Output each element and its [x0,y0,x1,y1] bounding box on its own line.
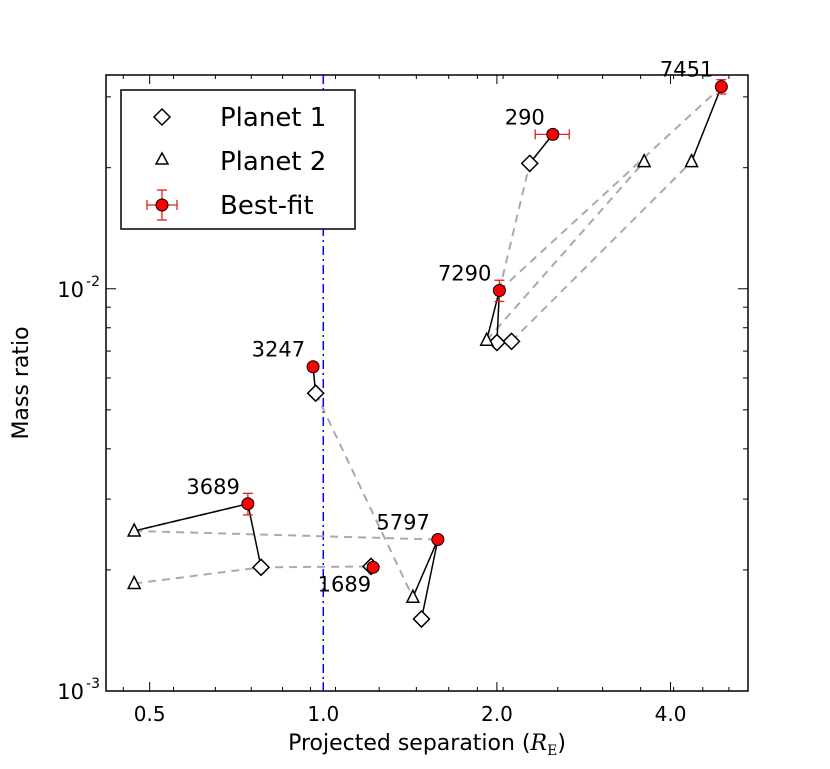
x-tick-label: 1.0 [307,702,339,726]
y-tick-exponent: -2 [86,274,100,290]
legend-diamond-icon [152,107,172,127]
legend-label-bestfit: Best-fit [220,191,314,221]
planet1-diamond-marker [306,384,325,403]
legend: Planet 1 Planet 2 Best-fit [120,89,356,230]
bestfit-point [306,360,320,374]
bestfit-point [366,560,380,574]
bestfit-link [485,290,501,341]
planet2-triangle-marker [684,153,699,168]
planet2-triangle-marker [479,331,494,346]
event-label: 3247 [252,338,305,362]
y-tick-label: 10 [57,278,84,302]
y-tick-exponent: -3 [86,676,100,692]
solid-links [133,86,723,620]
bestfit-link [420,539,439,620]
planet2-triangle-marker [126,522,142,537]
event-label: 3689 [186,475,239,499]
event-label: 290 [505,105,545,129]
x-axis-label: Projected separation (RE) [288,731,566,759]
legend-errorbar-circle-icon [146,189,178,221]
axis-ticks: 0.5 1.0 2.0 4.010-310-2 [57,75,748,726]
planet1-diamond-marker [502,332,521,351]
y-axis-label: Mass ratio [9,326,34,439]
legend-label-planet2: Planet 2 [220,147,326,177]
planet2-triangle-marker [636,153,652,168]
event-label: 7290 [438,262,491,286]
dashed-connector [498,163,531,291]
planet1-diamond-marker [251,558,271,577]
dashed-connector [134,529,438,541]
event-label: 5797 [376,511,429,535]
planet2-triangle-marker [126,574,142,590]
x-tick-label: 4.0 [655,702,687,726]
dashed-connector [314,392,414,598]
legend-label-planet1: Planet 1 [220,103,326,133]
bestfit-link [412,539,439,598]
dashed-connector [485,161,645,341]
bestfit-link [690,86,723,162]
dashed-connector [134,566,262,585]
x-tick-label: 0.5 [134,702,166,726]
bestfit-point [431,533,445,547]
event-label: 7451 [660,58,713,82]
dashed-connector [261,565,372,569]
planet2-triangle-marker [405,588,421,604]
bestfit-link [133,503,249,532]
planet1-diamond-marker [487,333,506,352]
event-label: 1689 [318,572,371,596]
dashed-connector [510,160,693,343]
planet1-diamond-marker [412,609,431,629]
bestfit-point [546,127,560,141]
x-tick-label: 2.0 [481,702,513,726]
planet1-diamond-marker [520,154,539,173]
event-labels: 7451 290 7290 3247 3689 1689 5797 [186,58,713,597]
legend-triangle-icon [154,151,170,165]
markers [126,79,728,629]
y-tick-label: 10 [57,680,84,704]
bestfit-point [714,80,728,94]
bestfit-point [492,284,506,298]
bestfit-point [241,497,255,511]
